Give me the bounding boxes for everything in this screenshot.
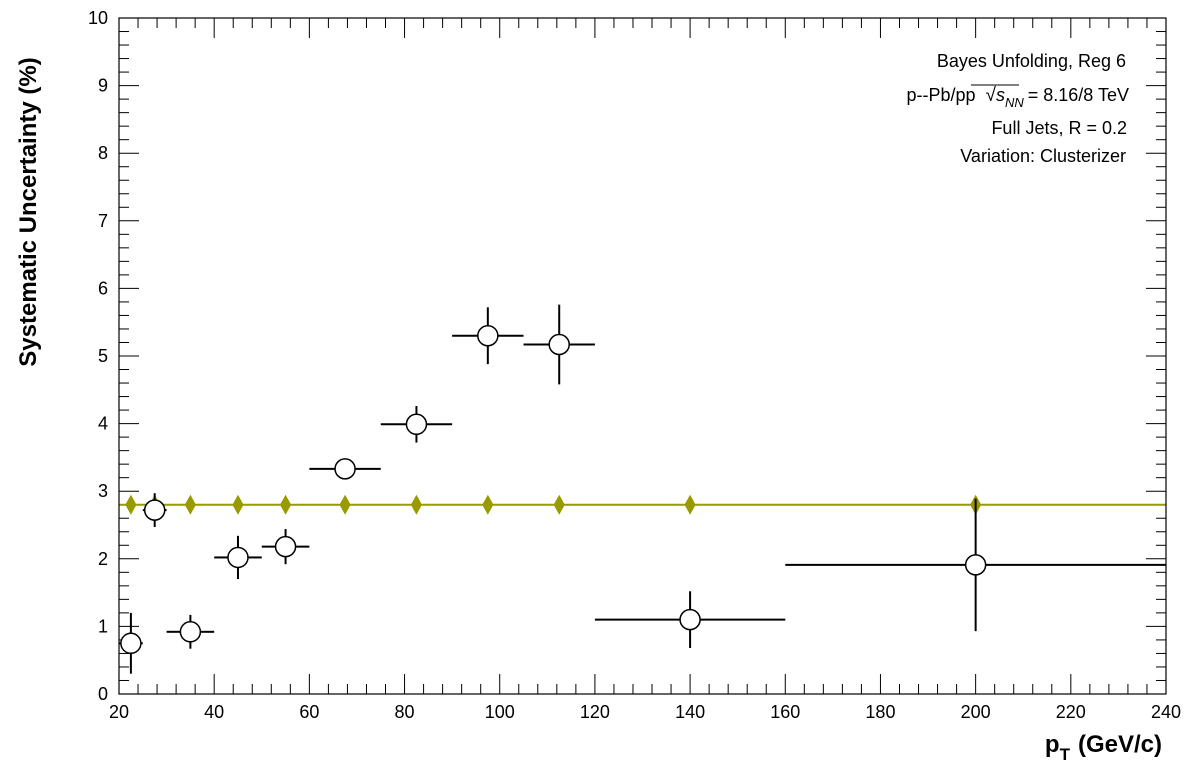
x-tick-label: 100 <box>485 702 515 722</box>
x-tick-label: 180 <box>865 702 895 722</box>
y-tick-label: 0 <box>98 684 108 704</box>
data-point <box>143 499 166 521</box>
x-axis-title-subscript: T <box>1060 745 1071 764</box>
data-point <box>405 413 428 436</box>
x-tick-label: 140 <box>675 702 705 722</box>
axis-ticks <box>118 17 1167 695</box>
plot-frame <box>118 17 1167 695</box>
x-axis-title: pT (GeV/c) <box>1045 731 1162 764</box>
sqrt-s: s <box>996 85 1005 105</box>
data-point <box>964 554 987 576</box>
x-tick-label: 60 <box>299 702 319 722</box>
diamond-marker <box>684 494 696 515</box>
data-point <box>548 333 570 356</box>
x-tick-label: 40 <box>204 702 224 722</box>
y-tick-label: 3 <box>98 481 108 501</box>
diamond-marker <box>232 494 244 515</box>
y-tick-label: 1 <box>98 616 108 636</box>
x-tick-label: 240 <box>1151 702 1181 722</box>
annotation-line-4: Variation: Clusterizer <box>960 146 1126 166</box>
y-tick-labels: 0 1 2 3 4 5 6 7 8 9 10 <box>88 8 108 704</box>
data-point <box>179 621 202 643</box>
data-point <box>274 535 297 558</box>
data-layer <box>119 304 1166 674</box>
diamond-marker <box>339 494 351 515</box>
x-tick-label: 20 <box>109 702 129 722</box>
x-tick-label: 160 <box>770 702 800 722</box>
y-axis-title: Systematic Uncertainty (%) <box>15 57 42 366</box>
diamond-marker <box>553 494 565 515</box>
sqrt-symbol: √ <box>986 85 997 106</box>
sqrt-s-subscript: NN <box>1005 95 1024 110</box>
diamond-marker <box>184 494 196 515</box>
annotation-energy: = 8.16/8 TeV <box>1028 85 1129 105</box>
data-point <box>227 546 249 569</box>
y-tick-label: 9 <box>98 76 108 96</box>
diamond-marker <box>482 494 494 515</box>
y-tick-label: 5 <box>98 346 108 366</box>
y-tick-label: 10 <box>88 8 108 28</box>
data-point <box>679 608 701 631</box>
y-tick-label: 2 <box>98 549 108 569</box>
x-tick-label: 220 <box>1056 702 1086 722</box>
diamond-marker <box>410 494 423 515</box>
y-tick-label: 6 <box>98 278 108 298</box>
annotation-box: Bayes Unfolding, Reg 6 p--Pb/pp √sNN = 8.1… <box>906 51 1129 166</box>
data-point <box>334 458 356 480</box>
annotation-line-3: Full Jets, R = 0.2 <box>991 118 1127 138</box>
x-tick-label: 80 <box>395 702 415 722</box>
diamond-marker <box>279 494 292 515</box>
data-point <box>477 324 499 347</box>
data-point <box>120 632 142 655</box>
y-tick-label: 7 <box>98 211 108 231</box>
annotation-collision: p--Pb/pp <box>906 85 975 105</box>
x-tick-label: 120 <box>580 702 610 722</box>
x-axis-title-main: p <box>1045 731 1060 758</box>
annotation-line-1: Bayes Unfolding, Reg 6 <box>937 51 1126 71</box>
x-tick-labels: 20 40 60 80 100 120 140 160 180 200 220 240 <box>109 702 1181 722</box>
annotation-line-2: p--Pb/pp √sNN = 8.16/8 TeV <box>906 85 1129 110</box>
x-axis-title-unit: (GeV/c) <box>1078 731 1162 758</box>
x-tick-label: 200 <box>961 702 991 722</box>
diamond-marker <box>125 494 137 515</box>
y-tick-label: 4 <box>98 414 108 434</box>
y-tick-label: 8 <box>98 143 108 163</box>
